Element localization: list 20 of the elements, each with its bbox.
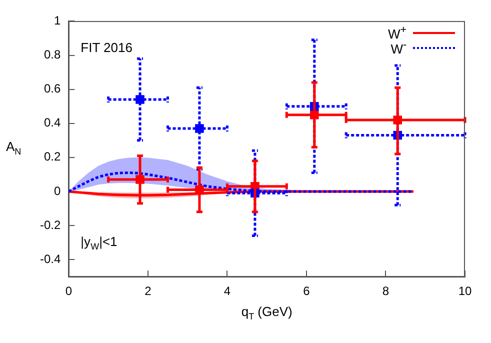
annotation: FIT 2016 bbox=[80, 40, 132, 56]
x-tick-label: 10 bbox=[458, 284, 472, 298]
legend-label: W$^{+}$ bbox=[388, 24, 407, 42]
y-tick-label: 0.2 bbox=[44, 150, 61, 164]
y-tick-label: 0.6 bbox=[44, 82, 61, 96]
x-tick-label: 6 bbox=[303, 284, 310, 298]
y-tick-label: 1 bbox=[54, 14, 61, 28]
x-axis-title: q$_{T}$ (GeV) bbox=[241, 304, 292, 322]
x-tick-label: 0 bbox=[65, 284, 72, 298]
legend-label: W$^{-}$ bbox=[390, 39, 407, 56]
y-tick-label: -0.2 bbox=[40, 218, 61, 232]
x-tick-label: 2 bbox=[144, 284, 152, 298]
y-tick-label: 0.8 bbox=[44, 48, 61, 62]
y-axis-title: A$_{N}$ bbox=[6, 139, 22, 157]
y-tick-label: -0.4 bbox=[40, 252, 61, 266]
annotation: |y$_{W}$|<1 bbox=[80, 234, 118, 252]
x-tick-label: 8 bbox=[382, 284, 390, 298]
y-tick-label: 0.4 bbox=[44, 116, 61, 130]
x-tick-label: 4 bbox=[224, 284, 231, 298]
y-tick-label: 0 bbox=[54, 184, 61, 198]
